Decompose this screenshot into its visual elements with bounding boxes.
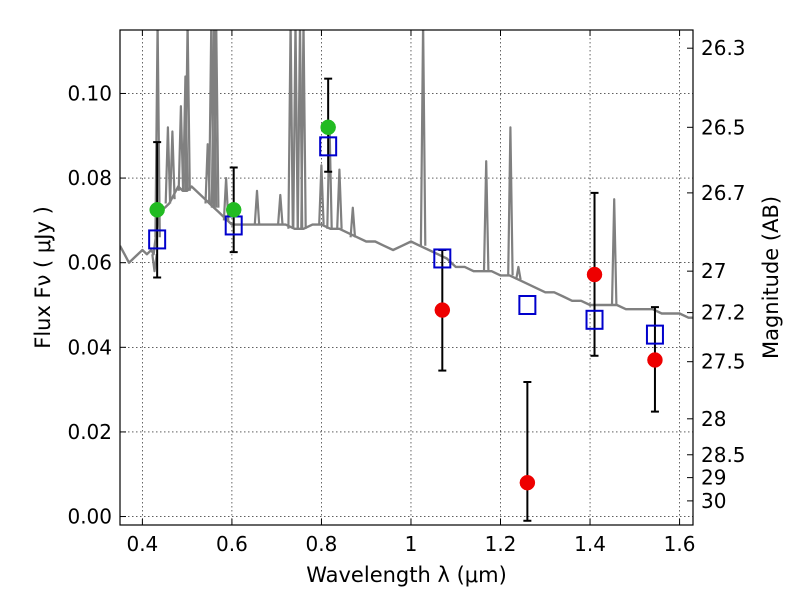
- spectrum-emission-line: [277, 193, 284, 225]
- spectrum-continuum: [120, 185, 693, 319]
- y-tick-label: 0.04: [67, 335, 112, 359]
- spectrum-emission-line: [177, 105, 185, 191]
- y-tick-label: 0.06: [67, 251, 112, 275]
- plot-frame: [119, 29, 694, 526]
- model-photometry-square: [645, 324, 664, 345]
- detection-point: [225, 202, 242, 218]
- spectrum-emission-line: [287, 30, 294, 229]
- x-tick-label: 1.2: [485, 532, 517, 556]
- x-axis-label: Wavelength λ (μm): [306, 563, 507, 587]
- spectrum-emission-line: [292, 30, 299, 229]
- right-tick-label: 28.5: [701, 443, 746, 467]
- non-detection-point: [647, 352, 663, 368]
- spectrum-emission-line: [253, 189, 261, 225]
- spectrum-emission-line: [349, 206, 357, 238]
- y-tick-label: 0.08: [67, 166, 112, 190]
- x-tick-label: 1.4: [574, 532, 606, 556]
- spectrum-emission-line: [154, 30, 161, 238]
- right-tick-label: 27.2: [701, 301, 746, 325]
- x-tick-label: 1.6: [664, 532, 696, 556]
- spectrum-emission-line: [610, 198, 618, 306]
- spectrum-emission-line: [169, 130, 176, 200]
- right-tick-label: 27.5: [701, 350, 746, 374]
- right-tick-label: 27: [701, 259, 726, 283]
- model-photometry-square: [319, 136, 338, 157]
- spectrum-emission-line: [164, 126, 172, 204]
- spectrum-emission-line: [300, 30, 307, 229]
- marker-layer: [148, 119, 664, 491]
- right-tick-label: 26.5: [701, 115, 746, 139]
- x-tick-label: 0.4: [126, 532, 158, 556]
- x-tick-label: 0.8: [306, 532, 338, 556]
- y-axis-label: Flux Fν ( μJy ): [31, 206, 55, 349]
- right-tick-label: 30: [701, 489, 726, 513]
- spectrum-emission-line: [336, 168, 343, 229]
- errorbar-layer: [153, 77, 659, 522]
- model-photometry-square: [148, 229, 167, 250]
- right-axis-label: Magnitude (AB): [759, 196, 783, 359]
- x-tick-label: 1: [405, 532, 418, 556]
- model-photometry-square: [518, 295, 537, 315]
- spectrum-layer: [120, 30, 693, 319]
- y-tick-label: 0.00: [67, 505, 112, 529]
- right-tick-label: 28: [701, 407, 726, 431]
- detection-point: [149, 202, 165, 218]
- right-tick-label: 29: [701, 466, 726, 490]
- right-tick-label: 26.7: [701, 181, 746, 205]
- y-tick-label: 0.10: [67, 81, 112, 105]
- spectrum-emission-line: [212, 30, 220, 208]
- right-tick-label: 26.3: [701, 36, 746, 60]
- y-ticks: 0.00 0.02 0.04 0.06 0.08 0.10: [67, 81, 126, 529]
- detection-point: [320, 119, 336, 136]
- spectrum-emission-line: [482, 160, 490, 272]
- model-photometry-square: [433, 248, 452, 269]
- spectrum-emission-line: [151, 254, 158, 273]
- model-photometry-square: [585, 309, 604, 330]
- spectrum-emission-line: [507, 126, 514, 276]
- spectrum-emission-line: [184, 30, 191, 191]
- grid: [120, 30, 693, 525]
- x-tick-label: 0.6: [216, 532, 248, 556]
- spectrum-emission-line: [515, 265, 522, 280]
- x-ticks: 0.4 0.6 0.8 1 1.2 1.4 1.6: [126, 30, 695, 556]
- spectrum-emission-line: [419, 30, 427, 246]
- non-detection-point: [586, 266, 603, 283]
- non-detection-point: [519, 474, 536, 491]
- non-detection-point: [434, 302, 451, 318]
- y-tick-label: 0.02: [67, 420, 112, 444]
- spectrum-emission-line: [318, 164, 325, 225]
